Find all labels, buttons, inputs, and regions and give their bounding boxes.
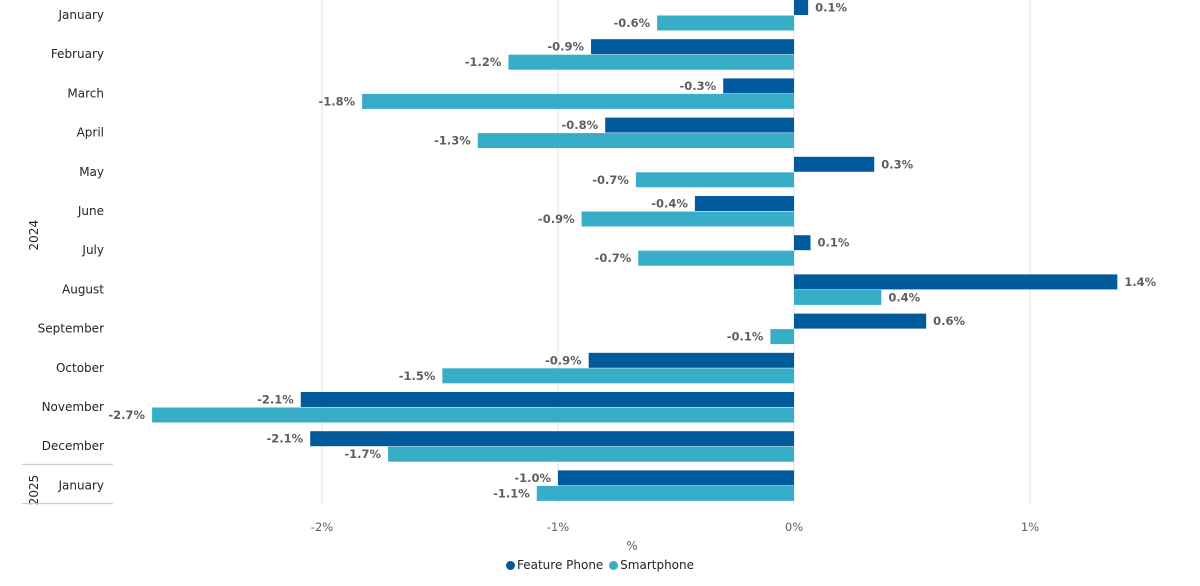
data-label: 1.4% <box>1124 275 1156 289</box>
x-tick-label: -1% <box>547 520 569 534</box>
year-group-label: 2025 <box>27 475 41 506</box>
category-label: February <box>51 47 104 61</box>
data-label: -1.2% <box>465 55 502 69</box>
data-label: -0.4% <box>651 197 688 211</box>
data-label: -2.1% <box>267 432 304 446</box>
category-label: July <box>81 243 104 257</box>
data-label: -1.8% <box>318 94 355 108</box>
legend-label-feature-phone: Feature Phone <box>516 558 604 572</box>
data-labels: 0.1% -0.6% -0.9% -1.2% -0.3% -1.8% -0.8% -1.3% 0… <box>108 1 1156 501</box>
bar-feature-phone[interactable] <box>723 78 794 94</box>
data-label: -1.0% <box>514 471 551 485</box>
x-tick-label: 1% <box>1021 520 1039 534</box>
bar-smartphone[interactable] <box>508 54 794 70</box>
x-tick-label: -2% <box>311 520 333 534</box>
bar-smartphone[interactable] <box>388 446 794 462</box>
bar-feature-phone[interactable] <box>300 392 794 407</box>
bar-feature-phone[interactable] <box>794 274 1118 290</box>
category-label: November <box>42 400 104 414</box>
data-label: -1.5% <box>399 369 436 383</box>
bar-smartphone[interactable] <box>362 93 794 109</box>
legend-item-feature-phone[interactable]: Feature Phone <box>505 558 604 572</box>
category-label: December <box>42 439 104 453</box>
data-label: 0.3% <box>881 157 913 171</box>
bar-smartphone[interactable] <box>635 172 794 188</box>
bar-smartphone[interactable] <box>657 15 794 31</box>
category-label: August <box>62 282 104 296</box>
bar-feature-phone[interactable] <box>588 352 794 368</box>
bar-smartphone[interactable] <box>770 329 794 345</box>
data-label: -2.1% <box>257 393 294 407</box>
value-axis: -2% -1% 0% 1% <box>311 520 1039 534</box>
bar-feature-phone[interactable] <box>794 313 927 329</box>
bar-smartphone[interactable] <box>794 289 882 305</box>
category-label: March <box>67 86 104 100</box>
bar-feature-phone[interactable] <box>605 117 794 133</box>
bar-smartphone[interactable] <box>442 368 794 384</box>
x-axis-title: % <box>626 539 637 553</box>
data-label: -1.1% <box>493 486 530 500</box>
data-label: 0.6% <box>933 314 965 328</box>
legend-label-smartphone: Smartphone <box>620 558 695 572</box>
x-tick-label: 0% <box>785 520 803 534</box>
legend-item-smartphone[interactable]: Smartphone <box>609 558 694 572</box>
bar-feature-phone[interactable] <box>591 39 794 55</box>
legend-dot-smartphone-icon <box>609 560 619 570</box>
data-label: 0.1% <box>815 1 847 15</box>
data-label: -0.8% <box>562 118 599 132</box>
data-label: -0.6% <box>613 16 650 30</box>
data-label: -0.9% <box>545 353 582 367</box>
bar-smartphone[interactable] <box>638 250 794 266</box>
bar-smartphone[interactable] <box>152 407 794 423</box>
data-label: 0.4% <box>888 290 920 304</box>
category-label: January <box>58 478 105 492</box>
category-label: January <box>58 8 105 22</box>
data-label: -0.3% <box>680 79 717 93</box>
legend: Feature Phone Smartphone <box>0 558 1200 573</box>
data-label: -0.1% <box>727 330 764 344</box>
category-label: October <box>56 361 104 375</box>
data-label: -1.7% <box>344 447 381 461</box>
category-axis: January February March April May June July Augu… <box>22 8 113 505</box>
data-label: 0.1% <box>818 236 850 250</box>
category-label: September <box>38 322 104 336</box>
category-label: May <box>79 165 104 179</box>
bar-feature-phone[interactable] <box>310 431 794 447</box>
data-label: -2.7% <box>108 408 145 422</box>
bar-feature-phone[interactable] <box>794 156 875 172</box>
bar-smartphone[interactable] <box>477 133 794 149</box>
bar-smartphone[interactable] <box>536 485 794 501</box>
year-group-label: 2024 <box>27 220 41 251</box>
category-label: June <box>77 204 104 218</box>
bar-feature-phone[interactable] <box>794 235 811 251</box>
data-label: -1.3% <box>434 134 471 148</box>
data-label: -0.9% <box>538 212 575 226</box>
bar-feature-phone[interactable] <box>694 196 794 211</box>
bar-smartphone[interactable] <box>581 211 794 227</box>
bar-feature-phone[interactable] <box>558 470 794 486</box>
category-label: April <box>77 126 104 140</box>
legend-dot-feature-phone-icon <box>505 560 515 570</box>
data-label: -0.9% <box>547 40 584 54</box>
data-label: -0.7% <box>592 173 629 187</box>
bar-feature-phone[interactable] <box>794 0 809 15</box>
bars <box>152 0 1118 501</box>
data-label: -0.7% <box>595 251 632 265</box>
